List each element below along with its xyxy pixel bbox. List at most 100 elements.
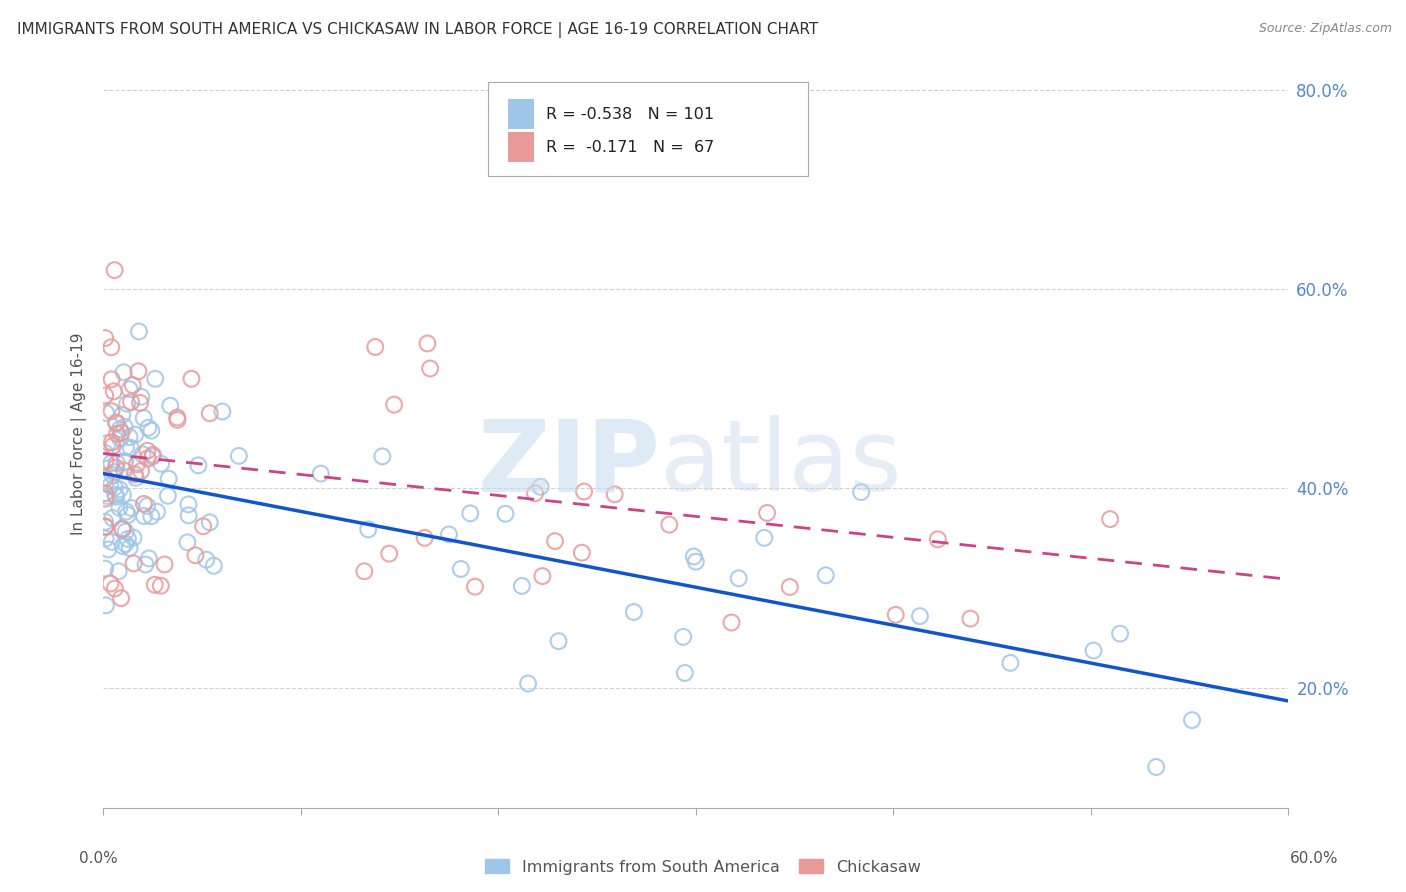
Point [159,399,181,413]
Point [100,372,122,386]
Point [157,472,180,486]
Point [118,541,141,555]
Point [138,551,160,566]
Point [682,549,704,564]
Bar [509,99,534,129]
Point [122,557,145,571]
Point [309,467,332,481]
Point [371,450,394,464]
Point [110,425,132,440]
Point [1144,760,1167,774]
Point [120,441,142,455]
Text: Source: ZipAtlas.com: Source: ZipAtlas.com [1258,22,1392,36]
Point [100,404,122,418]
Point [142,448,165,462]
Point [416,336,439,351]
Point [131,447,153,461]
Point [124,467,146,482]
Point [136,443,159,458]
Point [166,413,188,427]
Point [111,408,134,422]
Legend: Immigrants from South America, Chickasaw: Immigrants from South America, Chickasaw [481,855,925,880]
Point [94,515,117,529]
Text: IMMIGRANTS FROM SOUTH AMERICA VS CHICKASAW IN LABOR FORCE | AGE 16-19 CORRELATIO: IMMIGRANTS FROM SOUTH AMERICA VS CHICKAS… [17,22,818,38]
Point [94,520,117,534]
Point [94,519,117,533]
Point [104,582,127,596]
Point [108,500,131,515]
Point [94,532,117,546]
Point [112,365,135,379]
Point [149,579,172,593]
Point [120,395,142,409]
Point [547,634,569,648]
Point [94,486,117,500]
Point [127,364,149,378]
Point [849,485,872,500]
Point [1099,512,1122,526]
Point [198,406,221,420]
Point [100,534,122,549]
Point [1181,713,1204,727]
Point [1109,626,1132,640]
Point [107,564,129,578]
Point [927,533,949,547]
Point [727,571,749,585]
Text: R =  -0.171   N =  67: R = -0.171 N = 67 [547,140,714,154]
Point [143,372,166,386]
Point [94,491,117,506]
Point [357,523,380,537]
Text: ZIP: ZIP [477,415,659,512]
Point [112,464,135,478]
Point [115,397,138,411]
Point [756,506,779,520]
Point [108,483,131,497]
Y-axis label: In Labor Force | Age 16-19: In Labor Force | Age 16-19 [72,333,87,535]
Point [180,372,202,386]
Point [141,450,163,464]
Point [103,384,125,399]
Point [156,489,179,503]
Point [117,508,139,522]
Point [146,505,169,519]
Point [101,435,124,450]
Point [166,410,188,425]
Point [531,569,554,583]
Point [571,546,593,560]
Point [114,420,136,434]
Point [908,609,931,624]
Point [510,579,533,593]
Point [117,532,139,546]
Point [884,607,907,622]
Point [114,537,136,551]
Point [94,471,117,485]
Point [184,549,207,563]
Point [378,547,401,561]
Point [96,489,118,503]
Point [94,331,117,345]
Point [187,458,209,473]
Point [458,506,481,520]
Point [94,453,117,467]
Point [177,508,200,523]
Point [104,460,127,475]
Point [364,340,387,354]
Point [104,480,127,494]
Point [100,340,122,354]
Point [125,458,148,472]
Point [529,480,551,494]
Point [141,509,163,524]
Point [114,455,136,469]
Point [138,420,160,434]
Point [382,398,405,412]
Point [104,263,127,277]
Point [1000,656,1022,670]
Point [101,511,124,525]
Point [111,539,134,553]
Point [124,427,146,442]
Point [524,486,547,500]
Point [122,531,145,545]
Point [121,501,143,516]
Point [118,382,141,396]
Point [153,558,176,572]
